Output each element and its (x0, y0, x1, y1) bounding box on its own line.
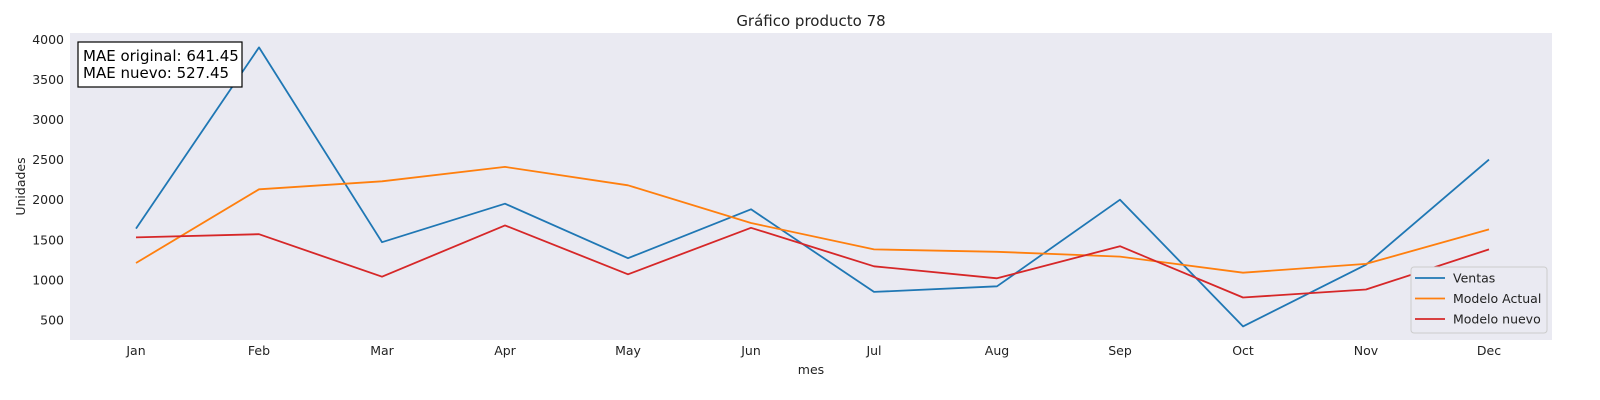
y-tick-label: 500 (40, 312, 64, 327)
y-tick-label: 2000 (32, 192, 64, 207)
x-tick-label: Apr (494, 343, 516, 358)
y-tick-label: 4000 (32, 32, 64, 47)
legend-entry-label: Modelo Actual (1453, 291, 1541, 306)
plot-area (70, 33, 1552, 340)
x-tick-label: May (615, 343, 641, 358)
x-axis-ticks: Jan Feb Mar Apr May Jun Jul Aug Sep Oct Nov Dec (125, 343, 1501, 358)
y-tick-label: 3000 (32, 112, 64, 127)
legend-entry-label: Ventas (1453, 271, 1495, 286)
x-tick-label: Oct (1232, 343, 1254, 358)
x-axis-label: mes (798, 362, 824, 377)
legend-entry-label: Modelo nuevo (1453, 312, 1541, 327)
x-tick-label: Jun (740, 343, 761, 358)
y-axis-label: Unidades (13, 157, 28, 215)
x-tick-label: Dec (1477, 343, 1501, 358)
series-line-modelo-actual (135, 165, 1490, 274)
series-lines (135, 46, 1490, 328)
x-tick-label: Feb (248, 343, 270, 358)
x-tick-label: Sep (1108, 343, 1132, 358)
y-tick-label: 1500 (32, 232, 64, 247)
x-tick-label: Jan (125, 343, 145, 358)
x-tick-label: Aug (985, 343, 1009, 358)
series-line-ventas (135, 46, 1490, 328)
y-tick-label: 1000 (32, 272, 64, 287)
x-tick-label: Mar (370, 343, 394, 358)
legend-frame (1410, 266, 1548, 334)
y-axis-ticks: 500 1000 1500 2000 2500 3000 3500 4000 (32, 32, 64, 328)
annotation-line: MAE nuevo: 527.45 (83, 64, 229, 82)
mae-annotation-box: MAE original: 641.45 MAE nuevo: 527.45 (77, 41, 243, 88)
x-tick-label: Nov (1354, 343, 1379, 358)
series-line-modelo-nuevo (135, 224, 1490, 299)
x-tick-label: Jul (865, 343, 881, 358)
y-tick-label: 2500 (32, 152, 64, 167)
chart-title: Gráfico producto 78 (736, 12, 885, 30)
legend: Ventas Modelo Actual Modelo nuevo (1410, 266, 1548, 334)
y-tick-label: 3500 (32, 72, 64, 87)
annotation-line: MAE original: 641.45 (83, 47, 239, 65)
annotation-frame (77, 41, 243, 88)
